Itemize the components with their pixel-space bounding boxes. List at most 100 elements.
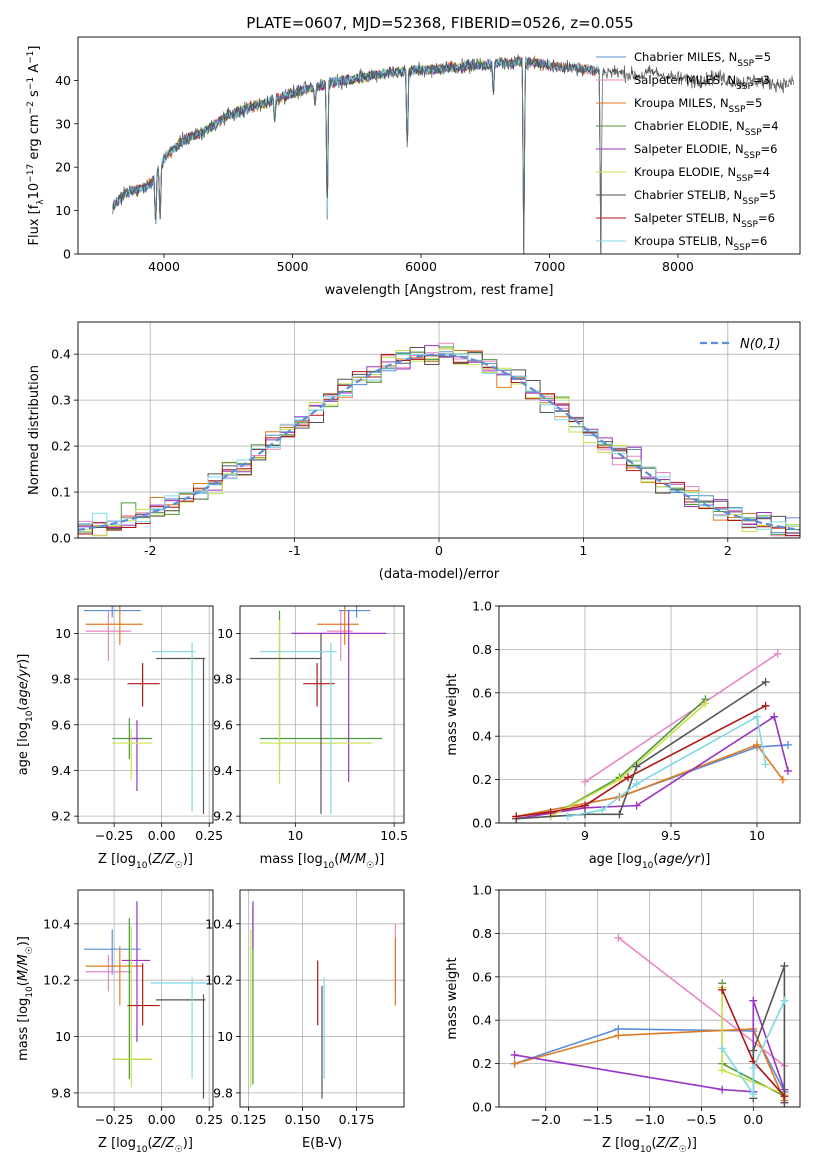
spectrum-plot-area (112, 54, 794, 254)
weight-vs-age-ytick-label: 0.0 (472, 816, 492, 831)
weight-marker (780, 996, 789, 1005)
age-vs-Z-xtick-label: 0.25 (195, 828, 223, 843)
spectrum-ylabel-part: −1 (26, 51, 36, 64)
weight-vs-Z-ytick-label: 1.0 (472, 883, 492, 898)
mass-vs-Z-xlabel-part: ☉ (175, 1145, 183, 1155)
age-vs-Z-ytick-label: 9.4 (51, 763, 71, 778)
age-vs-Z-ylabel-part: )] (16, 654, 31, 664)
weight-vs-Z-plot-area (510, 933, 789, 1107)
weight-vs-Z-xtick-label: 0.0 (743, 1112, 763, 1127)
weight-vs-age-xlabel-part: )] (700, 852, 710, 867)
weight-vs-age-xtick-label: 9.5 (661, 828, 681, 843)
weight-marker (773, 649, 782, 658)
weight-vs-Z-panel: −2.0 −1.5 −1.0 −0.5 0.0 0.0 0.2 0.4 0.6 0.8 1.0 mas… (445, 883, 801, 1155)
age-vs-Z-plot-area (83, 606, 206, 814)
mass-vs-EBV-ytick-label: 10.2 (205, 973, 233, 988)
weight-marker (783, 766, 792, 775)
weight-marker (510, 1050, 519, 1059)
mass-vs-Z-ytick-label: 9.8 (51, 1085, 71, 1100)
spectrum-ytick-label: 0 (63, 247, 71, 262)
residuals-ytick-label: 0.0 (51, 531, 71, 546)
weight-vs-age-frame (498, 605, 801, 824)
weight-marker (749, 1046, 758, 1055)
legend-label-part: Salpeter STELIB, N (634, 211, 741, 225)
age-vs-mass-frame (239, 605, 405, 824)
age-vs-Z-ytick-label: 9.8 (51, 672, 71, 687)
spectrum-xtick-label: 7000 (534, 259, 566, 274)
weight-line (514, 1028, 786, 1101)
legend-label-part: Chabrier ELODIE, N (634, 119, 745, 133)
spectrum-ylabel-part: −17 (26, 164, 36, 183)
weight-vs-age-ytick-label: 0.4 (472, 729, 492, 744)
legend-label-part: Chabrier MILES, N (634, 50, 737, 64)
weight-marker (614, 933, 623, 942)
legend-label-part: =6 (758, 211, 775, 225)
age-vs-Z-ytick-label: 10 (55, 626, 71, 641)
age-vs-mass-xlabel-part: mass [log (260, 852, 323, 867)
weight-vs-Z-xlabel-part: Z [log (602, 1136, 640, 1151)
weight-marker (749, 1089, 758, 1098)
mass-vs-Z-xlabel: Z [log10(Z/Z☉)] (98, 1136, 193, 1155)
age-vs-Z-ylabel-part: age/yr (16, 662, 31, 705)
weight-marker (615, 810, 624, 819)
spectrum-frame (77, 36, 801, 255)
weight-marker (753, 740, 761, 749)
weight-marker (718, 1066, 727, 1075)
weight-vs-age-xtick-label: 10 (749, 828, 765, 843)
mass-vs-Z-xtick-label: 0.25 (195, 1112, 223, 1127)
residuals-xtick-label: -2 (144, 543, 156, 558)
weight-marker (761, 760, 770, 769)
spectrum-ylabel-part: A (27, 64, 42, 77)
weight-marker (624, 773, 632, 782)
residuals-xtick-label: 2 (724, 543, 732, 558)
age-vs-mass-ytick-label: 9.8 (213, 672, 233, 687)
weight-vs-age-xlabel-part: age [log (589, 852, 642, 867)
mass-vs-EBV-ytick-label: 10.4 (205, 916, 233, 931)
age-vs-Z-xlabel: Z [log10(Z/Z☉)] (98, 852, 193, 871)
weight-vs-age-xtick-label: 9 (581, 828, 589, 843)
spectrum-line (112, 56, 602, 254)
mass-vs-Z-ytick-label: 10.2 (43, 973, 71, 988)
legend-label-part: Kroupa MILES, N (634, 96, 729, 110)
weight-vs-age-ytick-label: 1.0 (472, 599, 492, 614)
residuals-ytick-label: 0.3 (51, 393, 71, 408)
mass-vs-Z-ytick-label: 10 (55, 1029, 71, 1044)
residuals-xtick-label: 0 (435, 543, 443, 558)
weight-marker (718, 1044, 727, 1053)
weight-marker (614, 1031, 623, 1040)
spectrum-ytick-label: 10 (55, 203, 71, 218)
mass-vs-Z-ylabel-part: )] (16, 936, 31, 946)
mass-vs-EBV-plot-area (250, 901, 396, 1099)
spectrum-xtick-label: 5000 (277, 259, 309, 274)
residuals-plot-area (78, 342, 800, 538)
weight-vs-age-xlabel-part: 10 (642, 861, 654, 871)
age-vs-mass-xtick-label: 10.5 (380, 828, 408, 843)
weight-vs-age-plot-area (512, 649, 792, 823)
weight-line (617, 937, 785, 1067)
mass-vs-Z-xlabel-part: Z [log (98, 1136, 136, 1151)
legend-label-part: SSP (736, 174, 753, 184)
weight-marker (753, 712, 761, 721)
age-vs-mass-xlabel-part: 10 (323, 861, 335, 871)
legend-label: Kroupa MILES, NSSP=5 (634, 96, 762, 115)
weight-vs-age-xlabel: age [log10(age/yr)] (589, 852, 711, 871)
weight-vs-Z-xlabel-part: ( (651, 1136, 656, 1151)
mass-vs-EBV-ytick-label: 10 (217, 1029, 233, 1044)
age-vs-mass-xtick-label: 10 (287, 828, 303, 843)
weight-vs-age-ytick-label: 0.8 (472, 642, 492, 657)
mass-vs-EBV-xlabel: E(B-V) (302, 1136, 342, 1151)
legend-label-part: =5 (754, 50, 771, 64)
weight-vs-age-xlabel-part: ( (653, 852, 658, 867)
spectrum-line (112, 55, 602, 254)
legend-label-part: =4 (753, 165, 770, 179)
age-vs-mass-xlabel-part: ☉ (366, 861, 374, 871)
age-vs-mass-plot-area (249, 606, 387, 814)
weight-marker (563, 812, 572, 821)
weight-marker (718, 985, 727, 994)
mass-vs-Z-ylabel-part: ☉ (25, 946, 35, 954)
weight-vs-age-ytick-label: 0.6 (472, 685, 492, 700)
spectrum-xtick-label: 6000 (405, 259, 437, 274)
legend-label-part: SSP (742, 197, 759, 207)
mass-vs-Z-frame (77, 889, 214, 1108)
